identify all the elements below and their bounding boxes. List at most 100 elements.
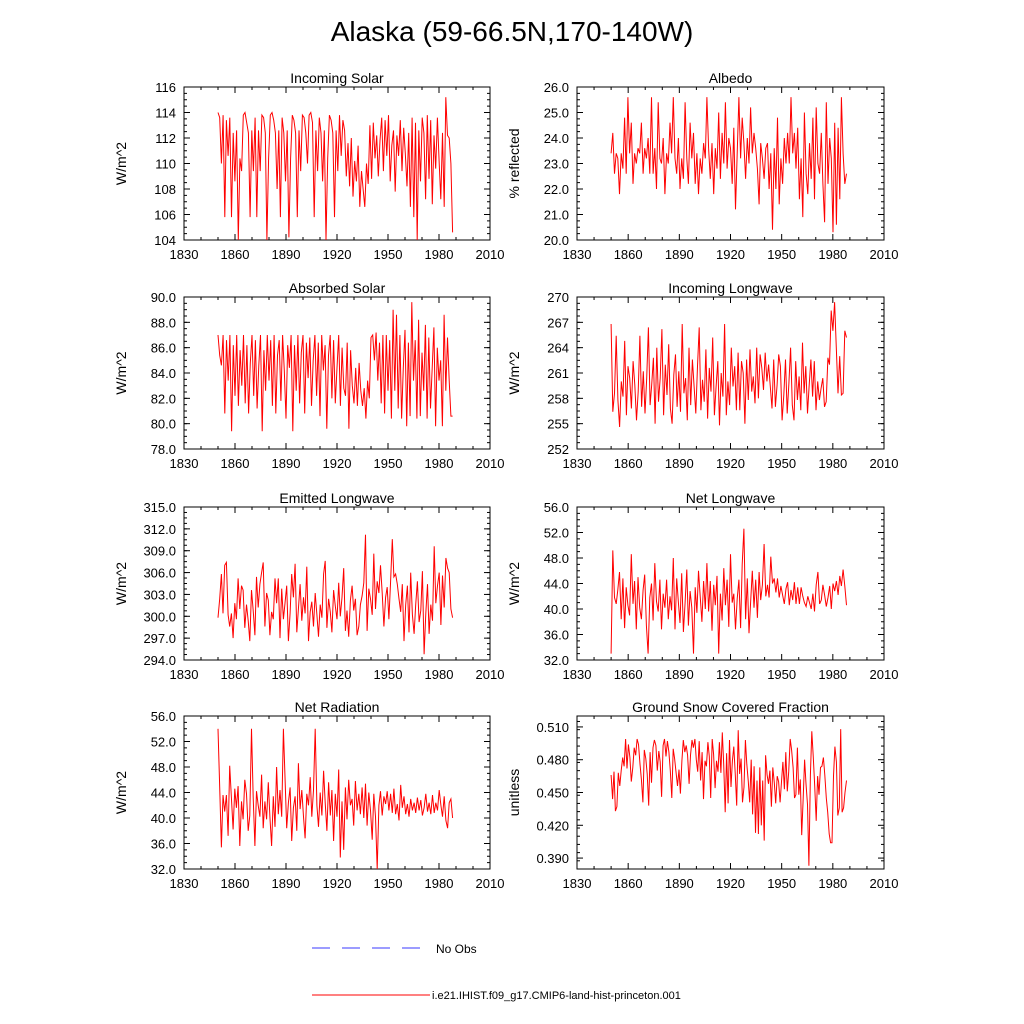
y-tick-label: 0.510 [536,720,569,735]
x-tick-label: 1980 [818,247,847,262]
y-tick-label: 52.0 [151,735,176,750]
y-tick-label: 48.0 [544,551,569,566]
y-tick-label: 23.0 [544,157,569,172]
y-tick-label: 36.0 [544,628,569,643]
chart-panel-1: Albedo % reflected 1830 1860 1890 1920 1950 198… [506,70,898,262]
y-tick-label: 114 [155,106,176,121]
y-tick-label: 0.390 [536,851,569,866]
x-tick-label: 1890 [272,876,301,891]
x-tick-label: 2010 [870,876,899,891]
y-tick-label: 294.0 [143,653,176,668]
y-tick-label: 252 [547,442,569,457]
y-tick-label: 306.0 [143,566,176,581]
x-tick-label: 1920 [323,876,352,891]
legend: No Obs i.e21.IHIST.f09_g17.CMIP6-land-hi… [312,942,681,1002]
y-tick-label: 112 [155,131,176,146]
y-tick-label: 0.480 [536,753,569,768]
x-tick-label: 2010 [870,667,899,682]
y-tick-label: 303.0 [143,587,176,602]
x-tick-label: 2010 [870,247,899,262]
y-tick-label: 88.0 [151,315,176,330]
y-axis-label: W/m^2 [113,142,129,185]
y-axis-label: W/m^2 [113,351,129,394]
y-tick-label: 261 [547,366,569,381]
y-tick-label: 0.450 [536,786,569,801]
series-line [217,534,454,655]
chart-panel-0: Incoming Solar W/m^2 1830 1860 1890 1920 1950 1… [113,70,504,262]
y-tick-label: 86.0 [151,341,176,356]
panel-title: Absorbed Solar [289,280,386,296]
y-axis-label: W/m^2 [506,562,522,605]
x-tick-label: 1950 [767,456,796,471]
x-tick-label: 1890 [272,456,301,471]
panel-title: Net Radiation [295,699,380,715]
y-tick-label: 106 [154,208,176,223]
panel-title: Ground Snow Covered Fraction [632,699,829,715]
panel-title: Incoming Longwave [668,280,793,296]
y-tick-label: 82.0 [151,391,176,406]
x-tick-label: 1980 [425,456,454,471]
x-tick-label: 2010 [476,667,505,682]
x-tick-label: 1860 [221,456,250,471]
series-line [217,97,454,241]
x-tick-label: 1950 [374,247,403,262]
panel-title: Albedo [709,70,753,86]
x-tick-label: 1920 [323,667,352,682]
y-axis-label: W/m^2 [506,351,522,394]
y-tick-label: 24.0 [544,131,569,146]
y-tick-label: 44.0 [544,577,569,592]
x-tick-label: 1980 [425,667,454,682]
x-tick-label: 1950 [767,876,796,891]
x-tick-label: 1980 [818,456,847,471]
y-axis-label: unitless [506,769,522,816]
y-tick-label: 25.0 [544,106,569,121]
x-tick-label: 1830 [563,667,592,682]
y-tick-label: 22.0 [544,182,569,197]
x-tick-label: 1950 [767,667,796,682]
y-axis-label: W/m^2 [113,771,129,814]
series-line [217,728,454,870]
y-tick-label: 40.0 [151,811,176,826]
y-tick-label: 52.0 [544,526,569,541]
chart-panel-7: Ground Snow Covered Fraction unitless 1830… [506,699,898,891]
x-tick-label: 1920 [716,247,745,262]
plot-frame [183,715,491,870]
y-tick-label: 255 [547,417,569,432]
x-tick-label: 2010 [476,456,505,471]
x-tick-label: 1890 [272,247,301,262]
panel-title: Emitted Longwave [279,490,394,506]
x-tick-label: 2010 [870,456,899,471]
x-tick-label: 1980 [425,876,454,891]
y-tick-label: 267 [547,315,569,330]
x-tick-label: 1830 [170,456,199,471]
y-tick-label: 80.0 [151,417,176,432]
y-tick-label: 32.0 [151,862,176,877]
plot-frame [576,715,885,870]
x-tick-label: 1860 [614,247,643,262]
y-tick-label: 20.0 [544,233,569,248]
x-tick-label: 1890 [665,456,694,471]
series-line [217,302,453,432]
plot-frame [183,506,491,661]
y-tick-label: 264 [547,341,569,356]
x-tick-label: 1860 [221,667,250,682]
x-tick-label: 1830 [563,876,592,891]
panel-title: Incoming Solar [290,70,384,86]
chart-panel-4: Emitted Longwave W/m^2 1830 1860 1890 1920 195… [113,490,504,682]
x-tick-label: 1860 [614,876,643,891]
chart-panel-3: Incoming Longwave W/m^2 1830 1860 1890 1920 19… [506,280,898,471]
x-tick-label: 1830 [563,456,592,471]
chart-panel-6: Net Radiation W/m^2 1830 1860 1890 1920 1950 19… [113,699,504,891]
chart-panel-2: Absorbed Solar W/m^2 1830 1860 1890 1920 1950 1… [113,280,504,471]
x-tick-label: 1920 [716,667,745,682]
x-tick-label: 1860 [614,667,643,682]
x-tick-label: 1860 [221,876,250,891]
chart-panels: Incoming Solar W/m^2 1830 1860 1890 1920 1950 1… [113,70,898,891]
y-tick-label: 116 [155,80,176,95]
y-tick-label: 108 [154,182,176,197]
x-tick-label: 1830 [170,876,199,891]
y-tick-label: 26.0 [544,80,569,95]
y-tick-label: 36.0 [151,837,176,852]
x-tick-label: 1890 [665,667,694,682]
x-tick-label: 1980 [425,247,454,262]
